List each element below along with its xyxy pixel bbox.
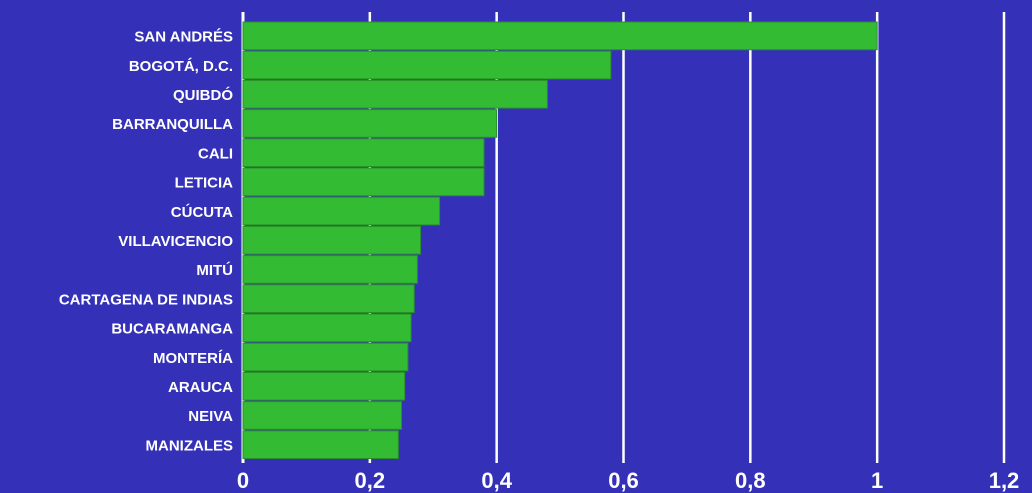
- category-label: CARTAGENA DE INDIAS: [59, 291, 233, 308]
- x-tick-label: 0,8: [735, 468, 766, 493]
- bar-0: [242, 21, 878, 51]
- bar-8: [242, 255, 418, 284]
- category-label: MITÚ: [196, 261, 233, 279]
- x-tick-label: 0,6: [608, 468, 639, 493]
- bar-6: [242, 196, 441, 226]
- category-label: BOGOTÁ, D.C.: [129, 58, 233, 75]
- x-axis-tick-labels: 0 0,2 0,4 0,6 0,8 1 1,2: [237, 468, 1019, 493]
- category-label: SAN ANDRÉS: [134, 29, 233, 46]
- category-label: ARAUCA: [168, 379, 233, 396]
- bar-10: [242, 313, 412, 343]
- x-tick-label: 0: [237, 468, 249, 493]
- bar-3: [242, 109, 498, 138]
- bar-2: [242, 79, 548, 109]
- category-label: BUCARAMANGA: [111, 321, 233, 338]
- bar-9: [242, 284, 415, 313]
- x-tick-label: 0,4: [481, 468, 512, 493]
- bar-13: [242, 401, 403, 430]
- bar-12: [242, 371, 406, 401]
- bar-14: [242, 430, 399, 459]
- bar-4: [242, 138, 485, 168]
- category-label: NEIVA: [188, 408, 233, 425]
- category-label: MONTERÍA: [153, 350, 233, 367]
- x-tick-label: 0,2: [355, 468, 386, 493]
- category-label: CALI: [198, 145, 233, 162]
- x-tick-label: 1,2: [989, 468, 1020, 493]
- category-labels: SAN ANDRÉS BOGOTÁ, D.C. QUIBDÓ BARRANQUILLA…: [59, 29, 234, 455]
- category-label: CÚCUTA: [171, 203, 233, 221]
- bar-11: [242, 342, 409, 372]
- bar-5: [242, 167, 485, 197]
- category-label: QUIBDÓ: [173, 86, 233, 104]
- category-label: VILLAVICENCIO: [118, 233, 233, 250]
- category-label: LETICIA: [175, 175, 233, 192]
- bars: [242, 21, 878, 459]
- category-label: MANIZALES: [146, 437, 234, 454]
- category-label: BARRANQUILLA: [112, 116, 233, 133]
- bar-1: [242, 50, 612, 80]
- bar-7: [242, 225, 422, 255]
- x-tick-label: 1: [871, 468, 883, 493]
